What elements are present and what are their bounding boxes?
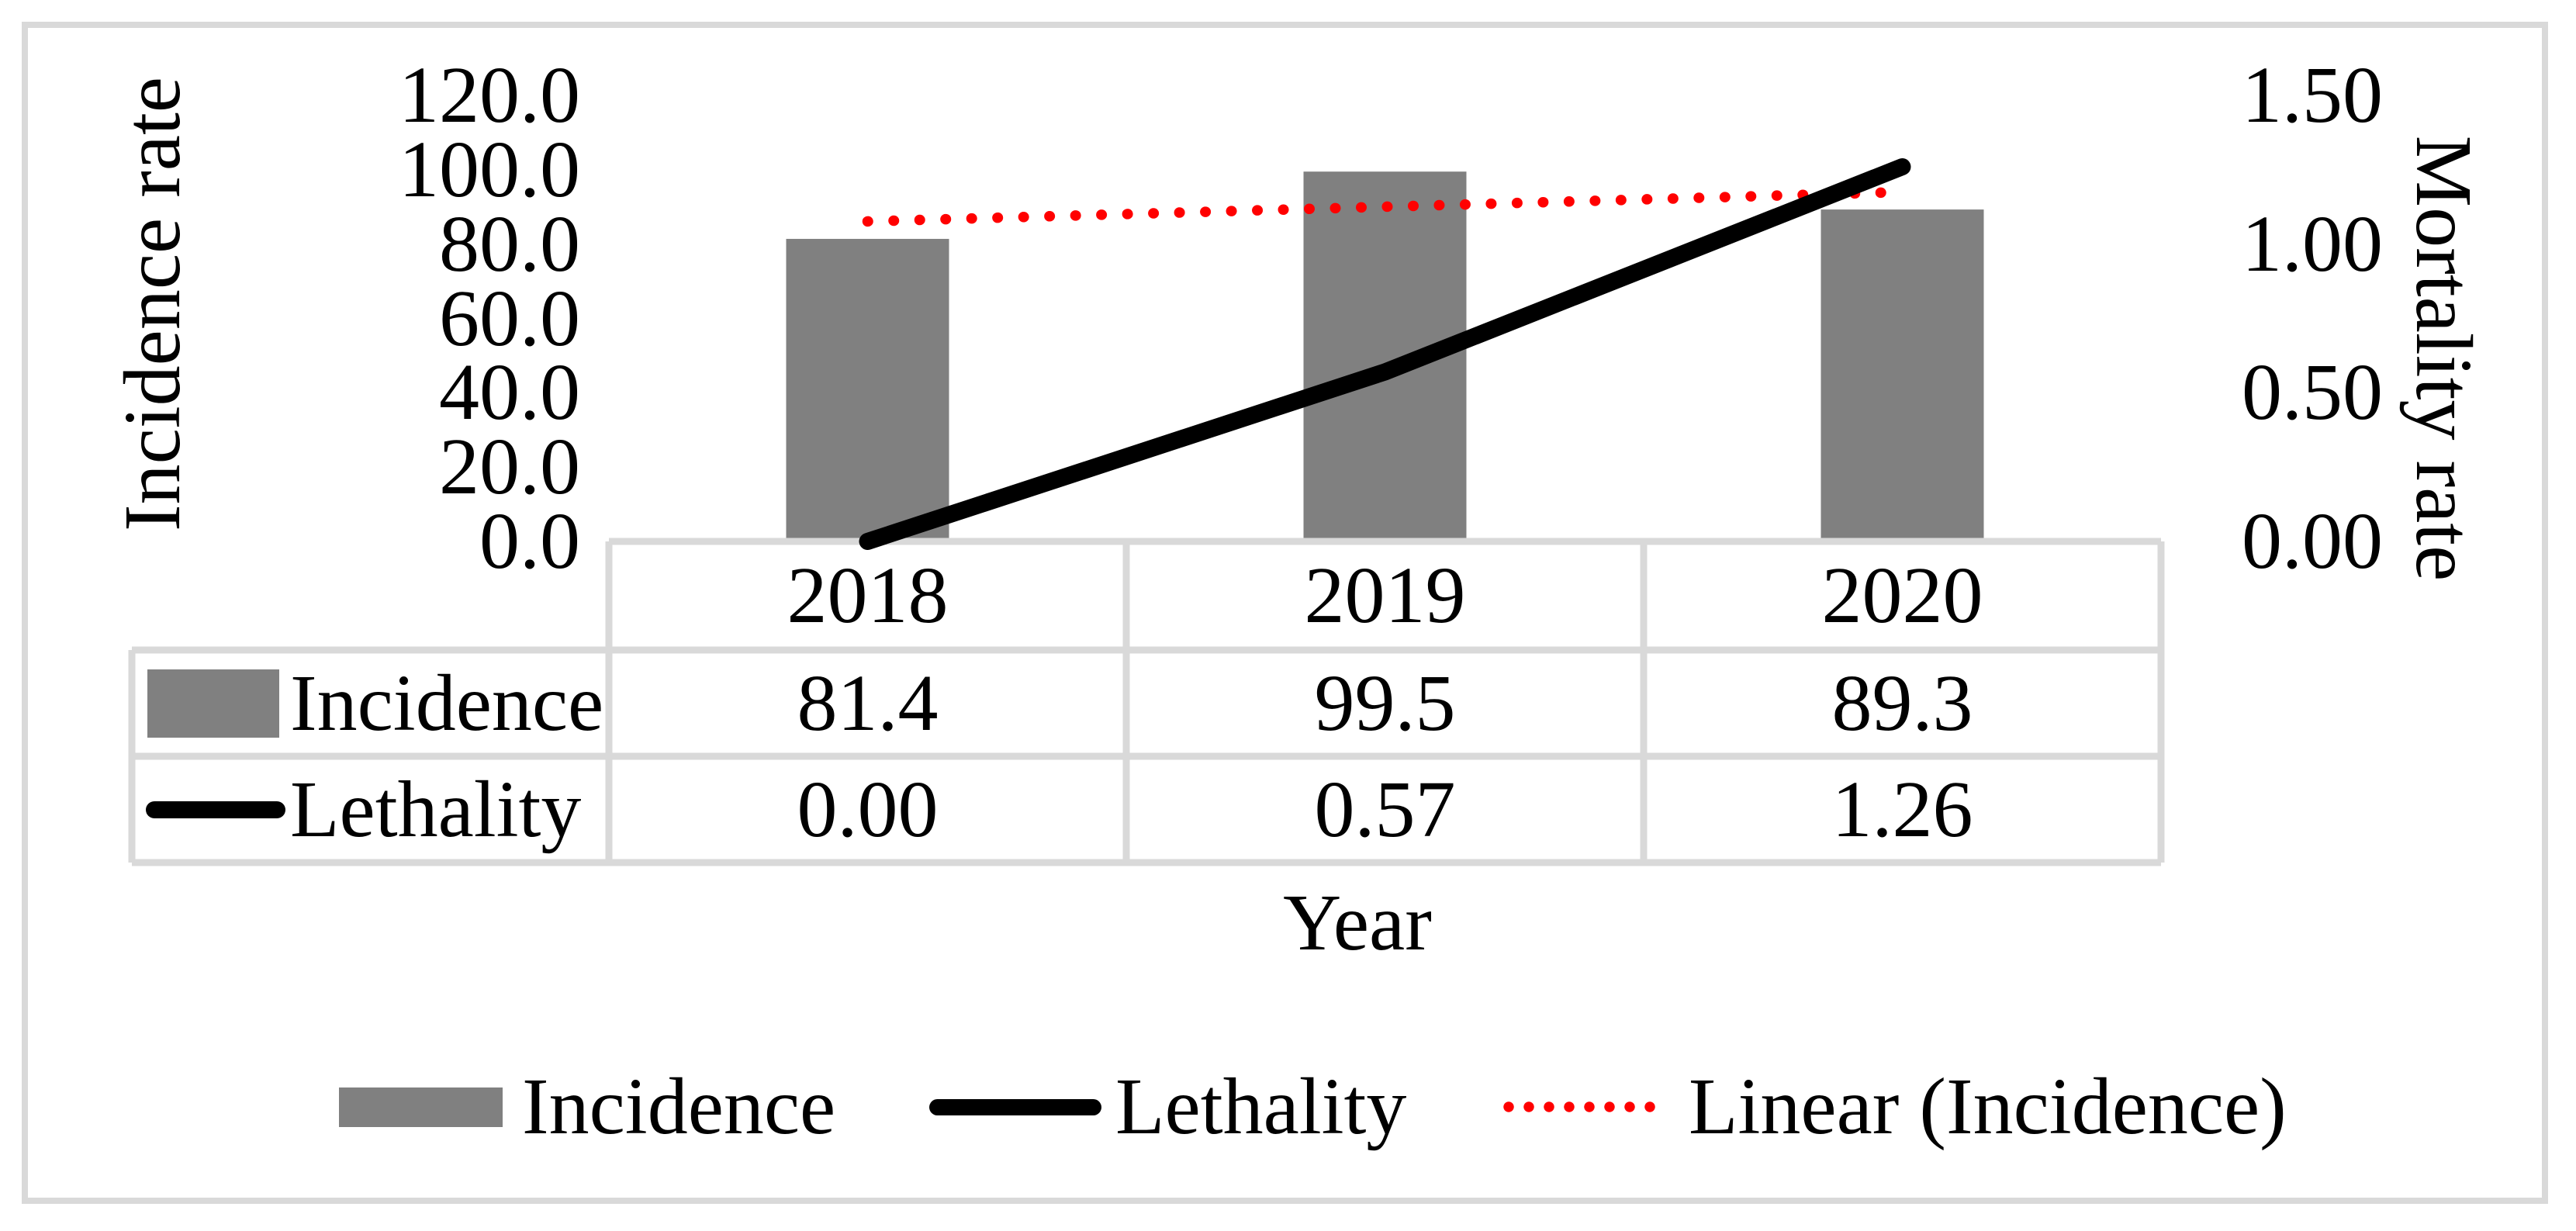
table-cell-lethality-2018: 0.00 [797, 764, 939, 854]
table-header-2019: 2019 [1304, 551, 1466, 640]
left-axis-tick-120.0: 120.0 [399, 50, 580, 140]
table-row-label-incidence: Incidence [290, 658, 604, 748]
legend-key-lethality-line [929, 1098, 1101, 1115]
x-axis-title: Year [1283, 878, 1432, 967]
left-axis-tick-20.0: 20.0 [439, 422, 580, 512]
legend-label-incidence: Incidence [522, 1062, 836, 1151]
linear-incidence-trendline [862, 186, 1908, 227]
left-axis-tick-0.0: 0.0 [479, 496, 580, 586]
lethality-line [859, 158, 1911, 550]
table-cell-incidence-2020: 89.3 [1831, 658, 1973, 748]
left-axis-tick-60.0: 60.0 [439, 273, 580, 363]
left-axis-tick-80.0: 80.0 [439, 199, 580, 289]
table-cell-incidence-2019: 99.5 [1314, 658, 1456, 748]
right-axis-tick-1.50: 1.50 [2242, 50, 2383, 140]
legend-label-linear-incidence: Linear (Incidence) [1689, 1062, 2287, 1151]
right-axis-tick-0.00: 0.00 [2242, 496, 2383, 586]
right-axis-tick-0.50: 0.50 [2242, 348, 2383, 437]
left-axis-title: Incidence rate [108, 76, 197, 532]
incidence-bar-2018 [786, 238, 949, 541]
legend-label-lethality: Lethality [1115, 1062, 1407, 1151]
right-axis-title: Mortality rate [2399, 135, 2488, 582]
table-header-2018: 2018 [787, 551, 949, 640]
table-header-2020: 2020 [1821, 551, 1983, 640]
table-row-label-lethality: Lethality [290, 764, 582, 854]
table-cell-incidence-2018: 81.4 [797, 658, 939, 748]
left-axis-tick-40.0: 40.0 [439, 348, 580, 437]
incidence-bar-2020 [1820, 209, 1984, 541]
table-cell-lethality-2019: 0.57 [1314, 764, 1456, 854]
table-key-lethality-line [146, 800, 285, 818]
left-axis-tick-100.0: 100.0 [399, 124, 580, 214]
legend-key-incidence-swatch [339, 1087, 503, 1127]
figure-frame [22, 22, 2548, 1204]
table-cell-lethality-2020: 1.26 [1831, 764, 1973, 854]
right-axis-tick-1.00: 1.00 [2242, 199, 2383, 289]
legend-key-linear-incidence-dotted [1503, 1101, 1665, 1112]
table-key-incidence-swatch [147, 669, 279, 738]
